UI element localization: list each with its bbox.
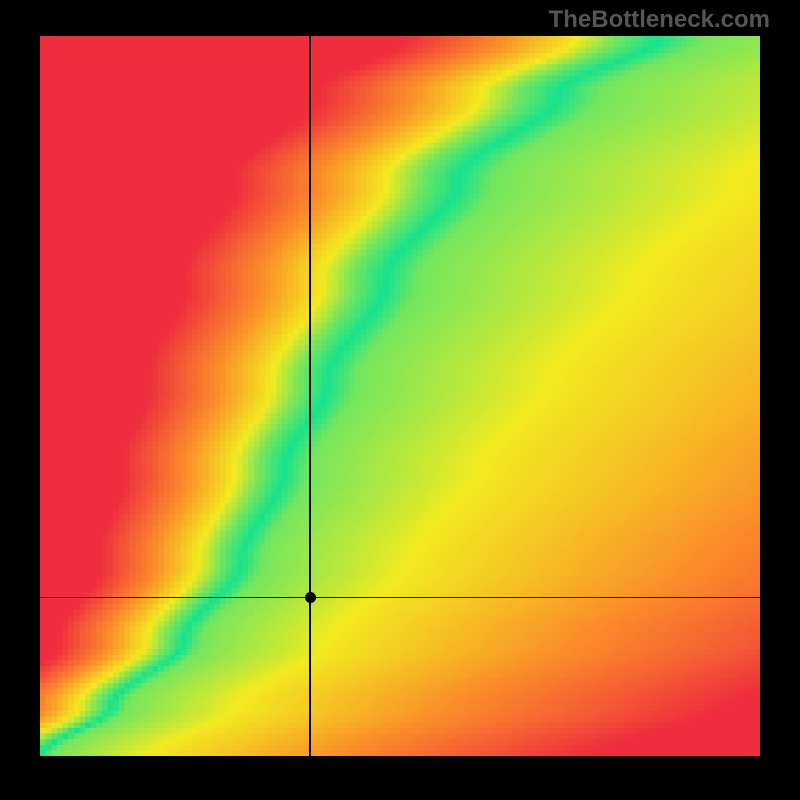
bottleneck-heatmap [40,36,760,756]
crosshair-horizontal [40,597,760,598]
chart-container: { "watermark": { "text": "TheBottleneck.… [0,0,800,800]
watermark-text: TheBottleneck.com [549,6,770,34]
crosshair-vertical [309,36,310,756]
crosshair-marker [305,592,316,603]
